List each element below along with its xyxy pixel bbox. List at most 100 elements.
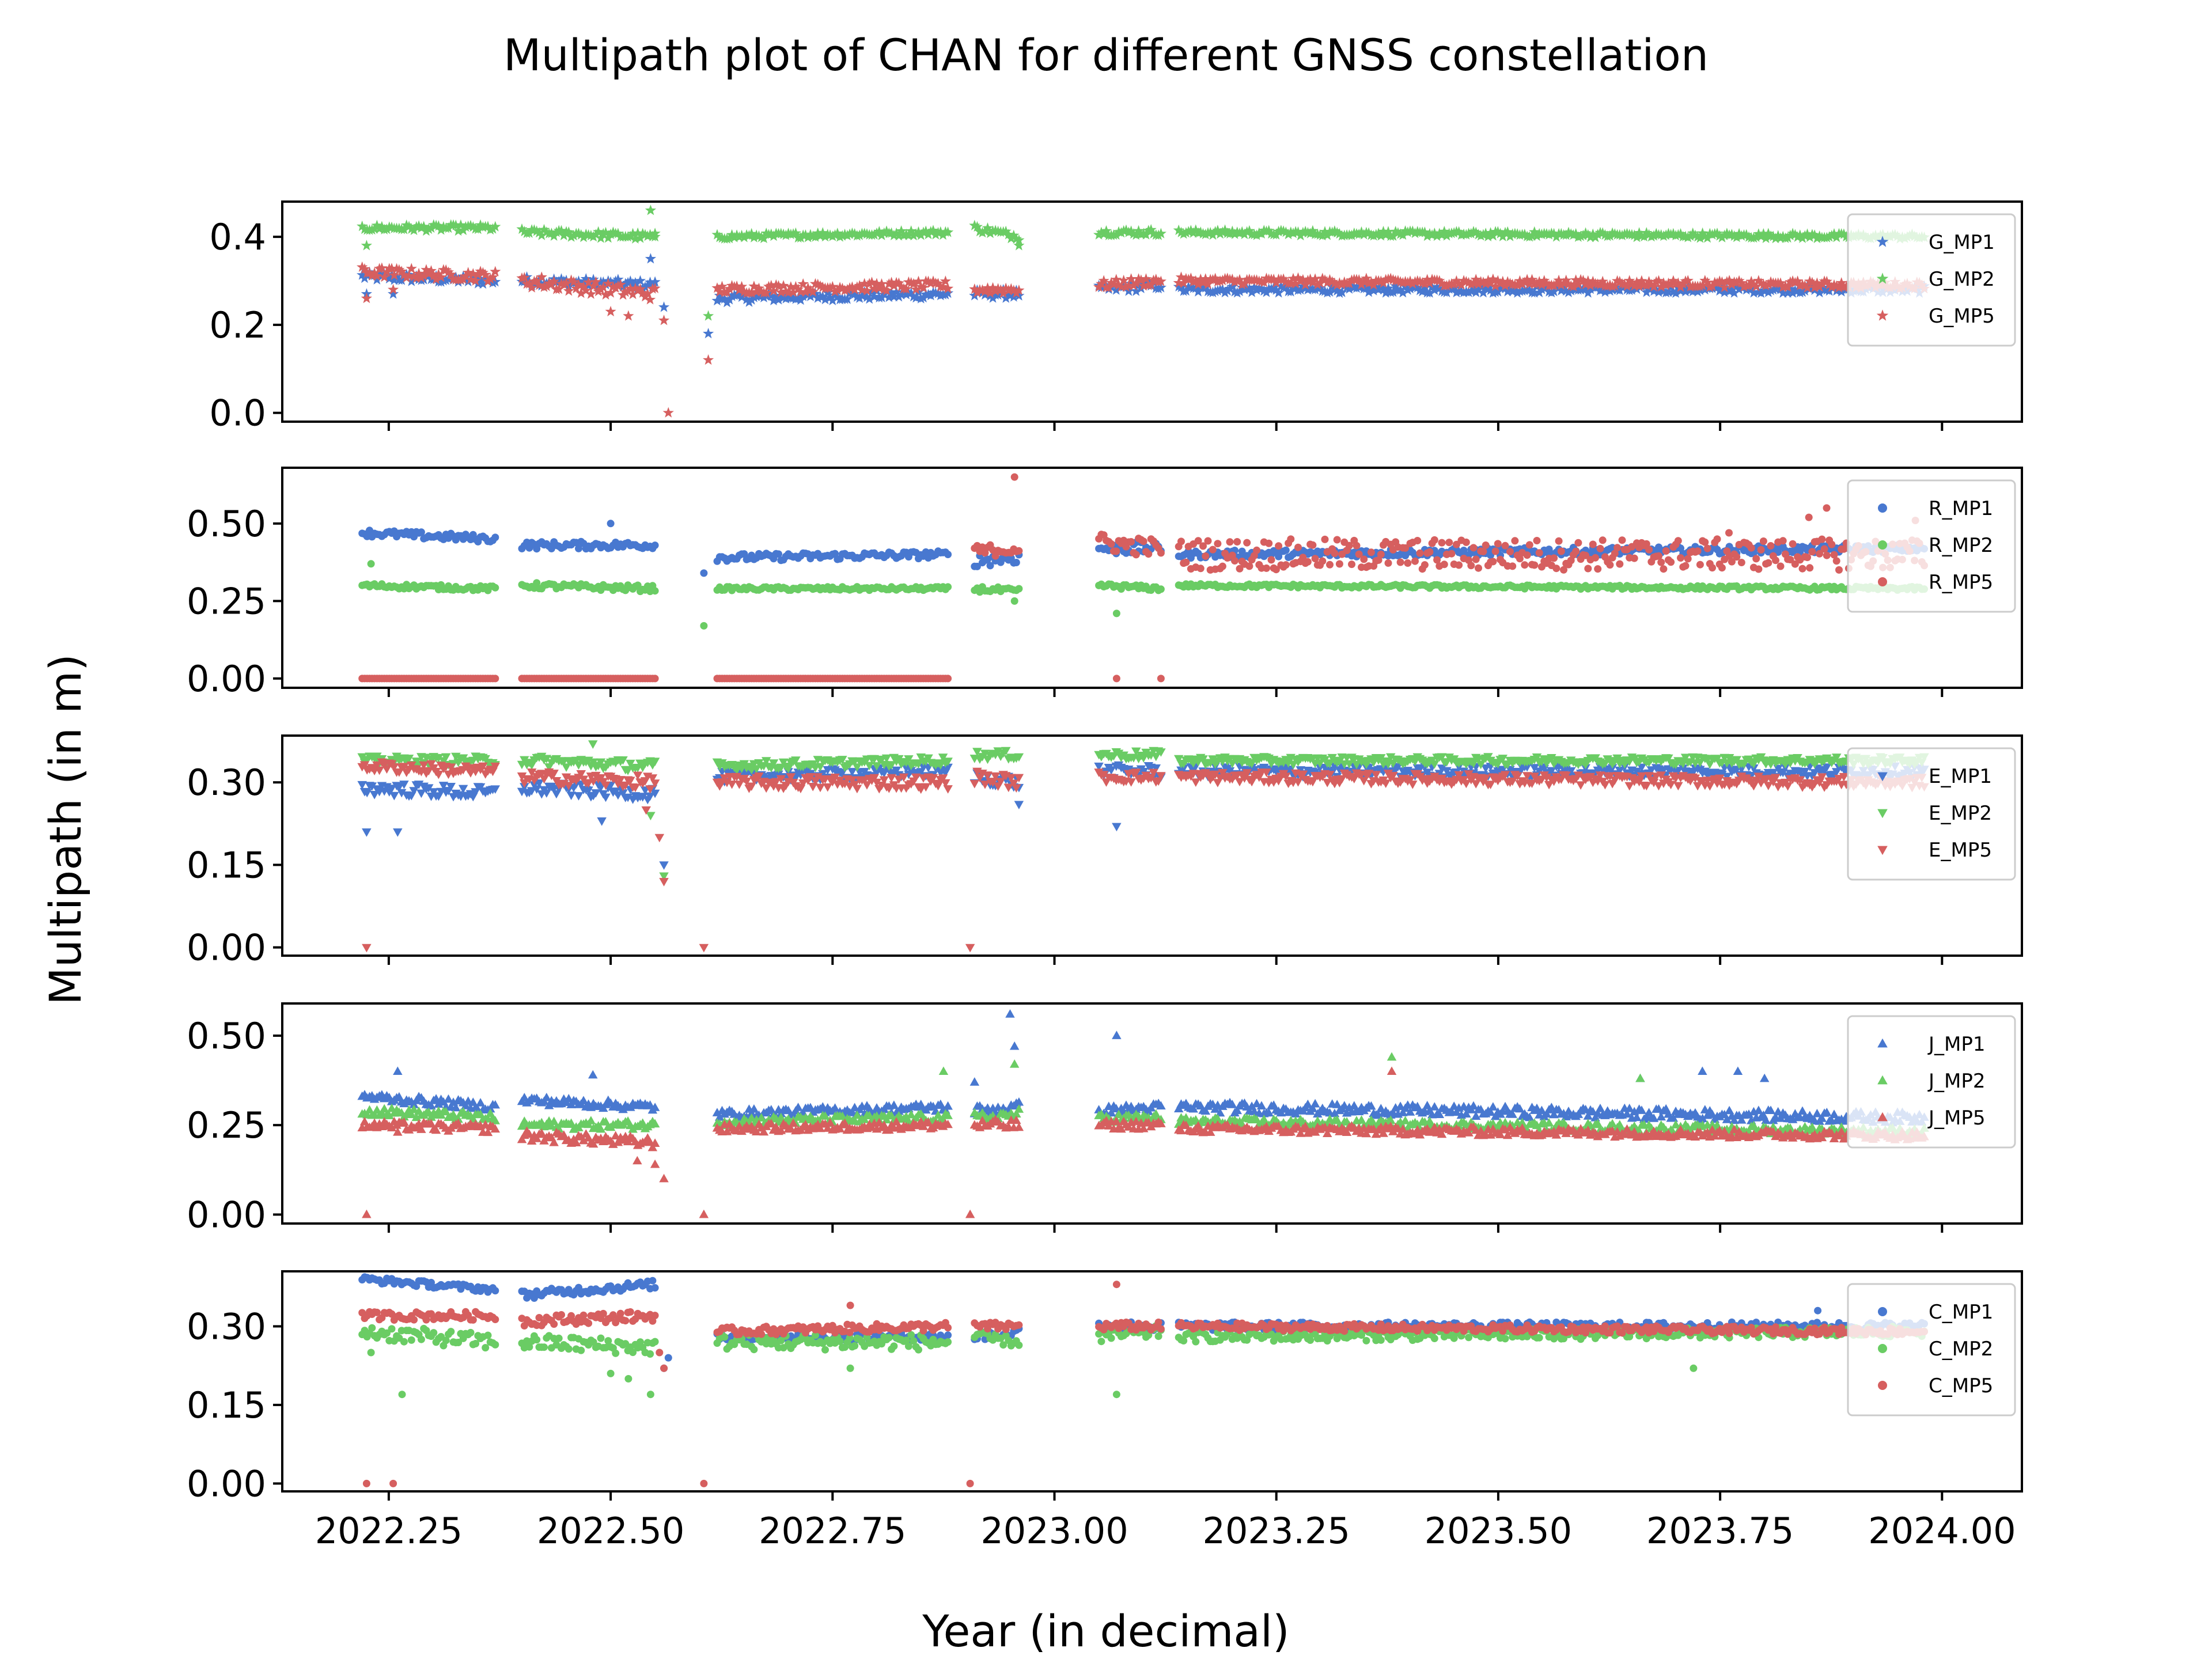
data-point — [1616, 229, 1628, 241]
data-point — [1594, 565, 1602, 573]
data-point — [1145, 224, 1157, 235]
data-point — [1013, 234, 1025, 245]
data-point — [982, 282, 994, 293]
data-point — [1823, 551, 1831, 559]
data-point — [1251, 284, 1263, 295]
data-point — [861, 285, 873, 296]
data-point — [1145, 550, 1153, 558]
data-point — [1563, 278, 1574, 289]
data-point — [1791, 285, 1804, 296]
data-point — [1682, 275, 1694, 286]
data-point — [1680, 286, 1691, 297]
data-point — [1511, 537, 1519, 545]
data-point — [1438, 226, 1450, 237]
data-point — [600, 289, 612, 300]
data-point — [1326, 560, 1334, 569]
y-axis-label: Multipath (in m) — [40, 654, 91, 1005]
data-point — [580, 285, 592, 296]
data-point — [1302, 274, 1313, 286]
data-point — [1482, 274, 1494, 286]
data-point — [824, 291, 836, 302]
data-point — [627, 228, 639, 238]
data-point — [1365, 276, 1377, 287]
data-point — [467, 271, 479, 282]
data-point — [1287, 535, 1295, 543]
data-point — [1402, 276, 1414, 287]
data-point — [1626, 278, 1638, 289]
data-point — [1631, 276, 1642, 287]
data-point — [940, 289, 951, 300]
outlier-point — [700, 622, 708, 630]
data-point — [1232, 287, 1243, 298]
data-point — [1000, 282, 1012, 293]
data-point — [418, 274, 430, 285]
outlier-point — [658, 301, 670, 312]
data-point — [1226, 281, 1238, 291]
data-point — [630, 233, 641, 244]
data-point — [1353, 274, 1365, 285]
data-point — [1155, 282, 1166, 293]
data-point — [1402, 544, 1410, 552]
data-point — [824, 282, 836, 293]
data-point — [827, 230, 838, 241]
data-point — [1202, 552, 1210, 560]
data-point — [566, 274, 577, 285]
legend-label: G_MP2 — [1929, 268, 1995, 291]
data-point — [790, 281, 801, 292]
data-point — [760, 287, 772, 298]
data-point — [1494, 228, 1506, 238]
data-point — [1331, 550, 1339, 558]
data-point — [711, 282, 723, 293]
data-point — [1733, 553, 1741, 561]
data-point — [651, 587, 659, 595]
data-point — [1577, 275, 1589, 286]
data-point — [787, 286, 799, 297]
data-point — [1236, 565, 1244, 573]
data-point — [1755, 565, 1763, 573]
data-point — [859, 278, 870, 289]
data-point — [1485, 284, 1497, 296]
data-point — [1529, 287, 1540, 298]
data-point — [1779, 537, 1787, 545]
data-point — [1748, 279, 1760, 290]
data-point — [634, 581, 642, 589]
data-point — [1816, 550, 1824, 558]
data-point — [829, 229, 841, 240]
data-point — [1836, 277, 1847, 288]
data-point — [1387, 286, 1399, 297]
data-point — [778, 280, 789, 291]
data-point — [610, 275, 622, 286]
data-point — [927, 275, 939, 286]
outlier-point — [367, 560, 375, 568]
data-point — [1745, 275, 1757, 286]
data-point — [1234, 274, 1245, 285]
data-point — [731, 280, 743, 291]
data-point — [908, 278, 919, 289]
data-point — [817, 290, 828, 302]
data-point — [1469, 544, 1478, 552]
data-point — [886, 287, 897, 298]
data-point — [942, 226, 954, 237]
data-point — [1524, 284, 1535, 295]
data-point — [1567, 229, 1580, 240]
data-point — [1236, 226, 1248, 237]
data-point — [891, 286, 902, 297]
data-point — [802, 282, 814, 293]
data-point — [371, 270, 382, 281]
data-point — [378, 271, 390, 282]
data-point — [1397, 287, 1408, 298]
data-point — [944, 551, 952, 558]
data-point — [418, 221, 430, 232]
data-point — [1133, 279, 1145, 290]
data-point — [886, 276, 897, 287]
data-point — [726, 229, 738, 240]
data-point — [1799, 230, 1810, 241]
data-point — [1140, 273, 1152, 284]
data-point — [1753, 228, 1764, 239]
data-point — [1377, 284, 1389, 295]
data-point — [1268, 274, 1279, 285]
data-point — [1831, 280, 1842, 291]
data-point — [1502, 226, 1513, 237]
data-point — [795, 286, 806, 297]
data-point — [1390, 280, 1402, 291]
